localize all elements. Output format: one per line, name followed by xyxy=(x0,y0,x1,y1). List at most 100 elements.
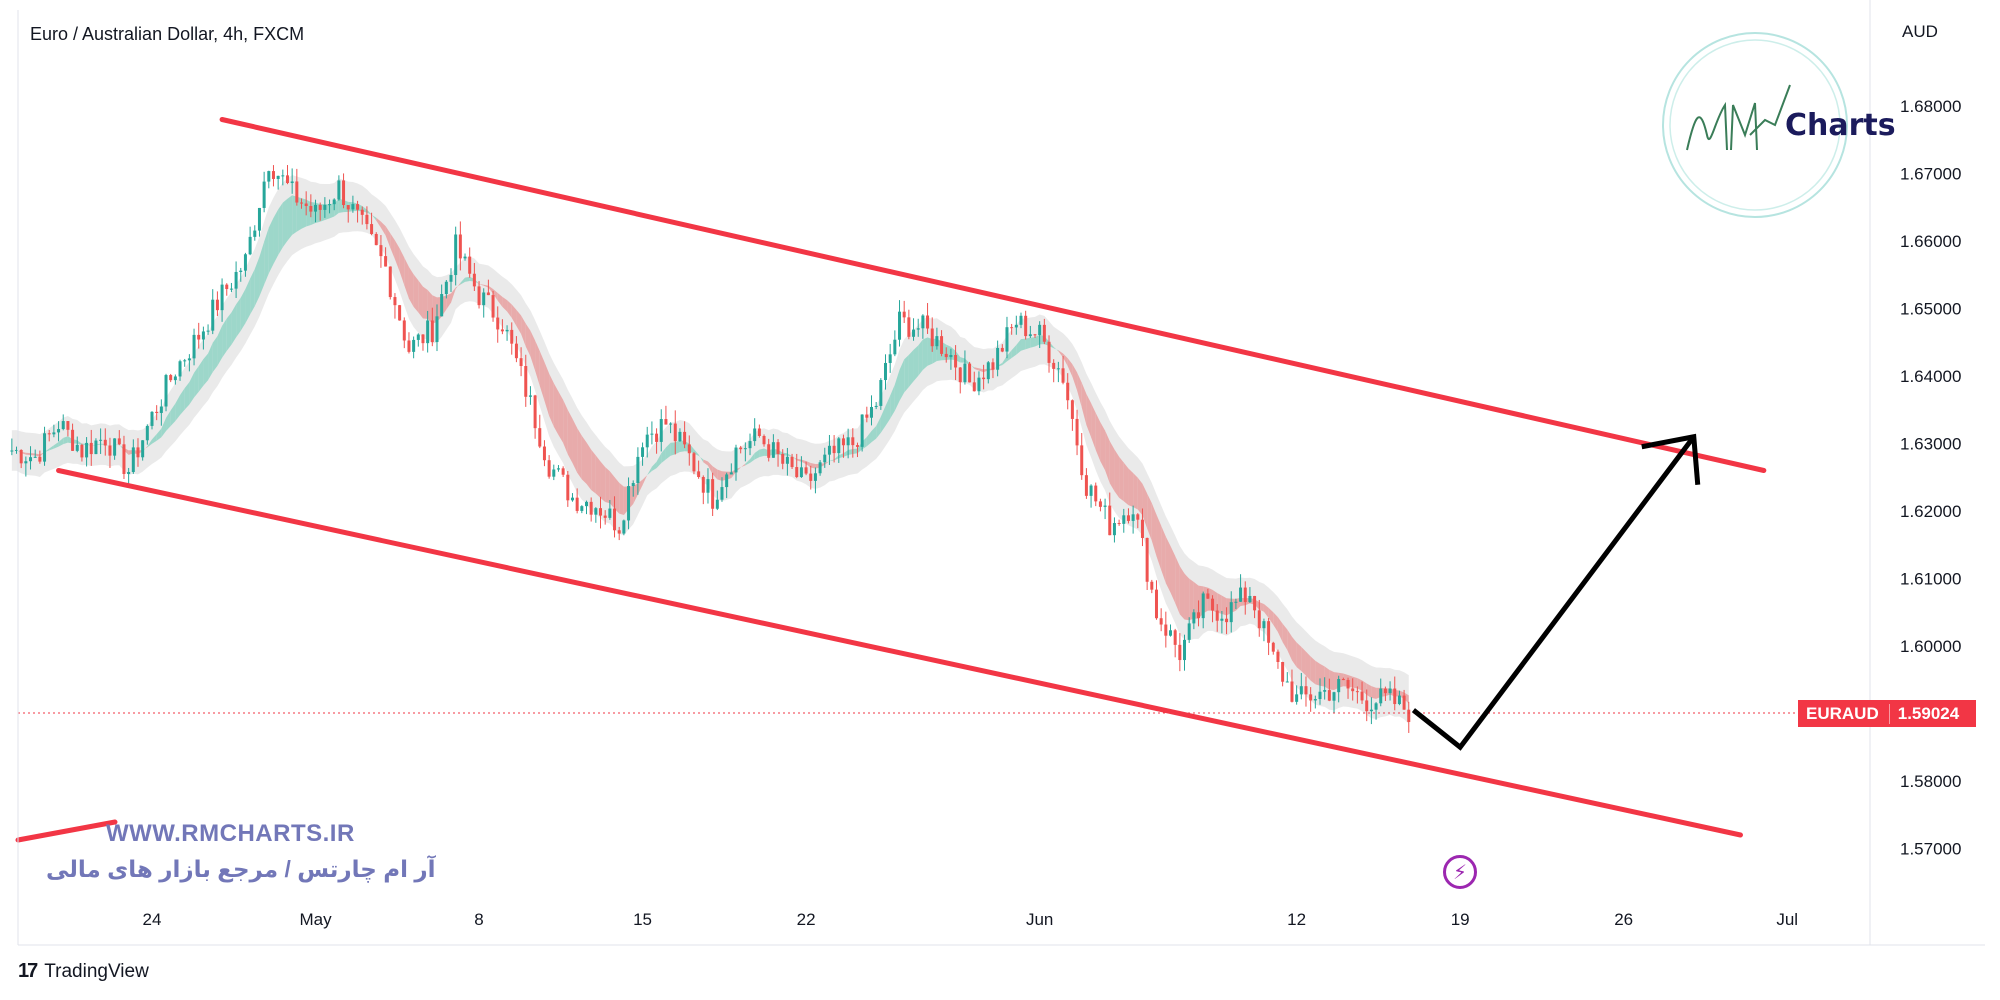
candle-body xyxy=(1211,598,1215,611)
candle-body xyxy=(197,334,201,340)
candle-body xyxy=(500,329,504,332)
ribbon-segment xyxy=(1273,612,1278,633)
candle-body xyxy=(113,438,117,456)
ribbon-segment xyxy=(848,449,853,455)
ribbon-segment xyxy=(619,482,624,516)
ribbon-segment xyxy=(25,452,31,456)
ribbon-segment xyxy=(446,293,452,310)
ribbon-segment xyxy=(1315,660,1320,686)
candle-body xyxy=(1253,595,1257,611)
candle-body xyxy=(220,284,224,311)
candle-body xyxy=(711,479,715,509)
candle-body xyxy=(627,486,631,521)
candle-body xyxy=(631,483,635,487)
y-tick-label: 1.65000 xyxy=(1900,300,1961,319)
candle-body xyxy=(271,171,275,179)
ribbon-segment xyxy=(829,459,835,462)
candle-body xyxy=(930,328,934,347)
candle-body xyxy=(898,311,902,340)
ribbon-segment xyxy=(1086,393,1092,438)
ribbon-segment xyxy=(408,267,414,307)
candle-body xyxy=(1192,612,1196,624)
candle-body xyxy=(356,204,360,210)
tradingview-logo[interactable]: 17 TradingView xyxy=(18,960,149,983)
candle-body xyxy=(1005,327,1009,352)
candle-body xyxy=(1154,589,1158,619)
candle-body xyxy=(790,456,794,468)
ribbon-segment xyxy=(978,368,984,373)
candle-body xyxy=(949,355,953,358)
ribbon-segment xyxy=(1305,651,1311,681)
candle-body xyxy=(1178,644,1182,661)
candle-body xyxy=(1388,688,1392,694)
ribbon-segment xyxy=(1301,646,1306,676)
ribbon-segment xyxy=(1128,468,1134,508)
candle-body xyxy=(314,204,318,212)
x-tick-label: 8 xyxy=(474,910,483,929)
ribbon-segment xyxy=(175,395,181,422)
y-tick-label: 1.63000 xyxy=(1900,435,1961,454)
lightning-icon[interactable]: ⚡ xyxy=(1443,855,1477,889)
candle-body xyxy=(832,445,836,454)
ribbon-segment xyxy=(254,256,260,307)
ribbon-segment xyxy=(208,342,213,381)
candle-body xyxy=(566,474,570,501)
candle-body xyxy=(1112,523,1116,536)
candle-body xyxy=(440,294,444,317)
ribbon-segment xyxy=(1147,493,1152,541)
candle-body xyxy=(533,395,537,429)
ribbon-segment xyxy=(651,461,657,471)
candle-body xyxy=(131,447,135,473)
candle-body xyxy=(1070,400,1074,419)
candle-body xyxy=(1337,679,1341,693)
candle-body xyxy=(1047,341,1051,363)
candle-body xyxy=(290,181,294,184)
ribbon-segment xyxy=(600,461,606,502)
ribbon-segment xyxy=(479,283,484,286)
ribbon-segment xyxy=(1100,422,1106,471)
candle-body xyxy=(300,202,304,204)
candle-body xyxy=(496,317,500,330)
currency-unit: AUD xyxy=(1902,22,1938,41)
ribbon-segment xyxy=(329,203,335,219)
candle-body xyxy=(323,204,327,210)
ribbon-segment xyxy=(418,280,423,319)
ribbon-segment xyxy=(236,297,241,338)
candle-body xyxy=(295,181,299,203)
candle-body xyxy=(61,421,65,430)
candle-body xyxy=(1206,593,1210,599)
ribbon-segment xyxy=(1123,462,1129,506)
candle-body xyxy=(902,311,906,318)
ribbon-segment xyxy=(1109,441,1115,492)
candle-body xyxy=(1033,334,1037,336)
candle-body xyxy=(725,474,729,488)
ribbon-segment xyxy=(1016,339,1021,355)
candle-body xyxy=(865,414,869,418)
candle-body xyxy=(636,456,640,484)
candle-body xyxy=(71,429,75,451)
candle-body xyxy=(1014,324,1018,328)
ribbon-segment xyxy=(1268,607,1274,625)
ribbon-segment xyxy=(824,461,830,465)
candle-body xyxy=(1295,694,1299,702)
candle-body xyxy=(1407,709,1411,722)
candle-body xyxy=(47,433,51,435)
ribbon-segment xyxy=(366,209,372,215)
candle-body xyxy=(1327,690,1331,701)
ribbon-segment xyxy=(1105,430,1110,484)
candle-body xyxy=(1131,514,1135,521)
tradingview-wordmark: TradingView xyxy=(44,960,149,982)
candle-body xyxy=(1094,485,1098,502)
ribbon-segment xyxy=(890,384,895,419)
ribbon-segment xyxy=(189,372,195,405)
ribbon-segment xyxy=(1296,642,1302,671)
candle-body xyxy=(1075,418,1079,446)
x-tick-label: 24 xyxy=(143,910,162,929)
candle-body xyxy=(715,499,719,509)
ribbon-segment xyxy=(385,226,391,248)
candle-body xyxy=(257,207,261,231)
ribbon-segment xyxy=(380,221,386,236)
candle-body xyxy=(136,447,140,458)
ribbon-segment xyxy=(278,202,283,256)
